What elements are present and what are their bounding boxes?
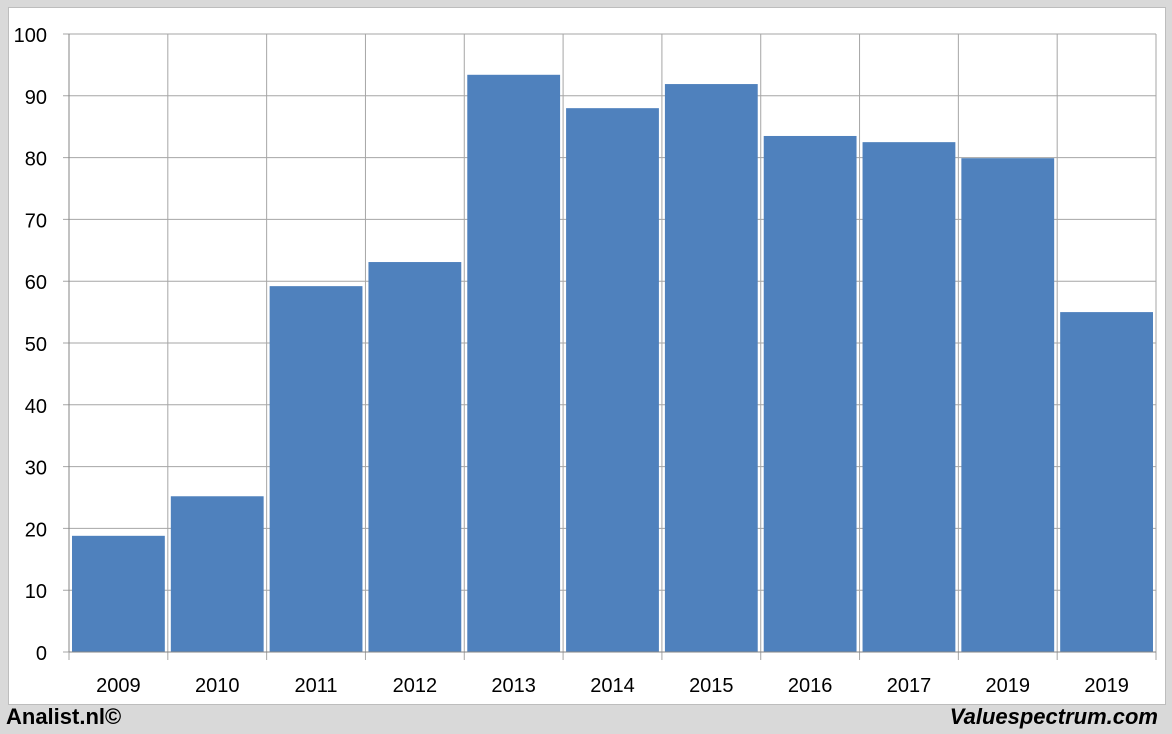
x-tick-label: 2019 — [1084, 675, 1129, 697]
bar-2010 — [170, 496, 264, 652]
x-tick-label: 2014 — [590, 675, 635, 697]
x-tick-label: 2013 — [491, 675, 536, 697]
y-tick-label: 30 — [25, 458, 47, 480]
bar-2016 — [763, 135, 857, 653]
bar-2015 — [664, 84, 758, 653]
analist-credit: Analist.nl© — [6, 704, 122, 729]
x-tick-label: 2019 — [986, 675, 1031, 697]
y-tick-label: 0 — [36, 643, 47, 665]
y-tick-label: 80 — [25, 149, 47, 171]
y-tick-label: 10 — [25, 581, 47, 603]
bar-2011 — [269, 286, 363, 652]
x-tick-label: 2011 — [295, 675, 338, 697]
bar-2014 — [566, 108, 659, 652]
x-tick-label: 2016 — [788, 675, 833, 697]
bar-2017 — [862, 142, 956, 652]
bar-2013 — [467, 74, 561, 652]
x-tick-label: 2009 — [96, 675, 141, 697]
bar-2019 — [961, 158, 1055, 652]
x-tick-label: 2012 — [393, 675, 438, 697]
y-tick-label: 40 — [25, 396, 47, 418]
x-tick-label: 2015 — [689, 675, 734, 697]
x-tick-label: 2010 — [195, 675, 240, 697]
bar-2019 — [1060, 312, 1153, 652]
y-tick-label: 90 — [25, 87, 47, 109]
bar-2009 — [72, 535, 165, 652]
x-tick-label: 2017 — [887, 675, 932, 697]
valuespectrum-credit: Valuespectrum.com — [949, 704, 1158, 729]
y-tick-label: 20 — [25, 519, 47, 541]
y-tick-label: 60 — [25, 272, 47, 294]
y-tick-label: 50 — [25, 334, 47, 356]
y-tick-label: 70 — [25, 210, 47, 232]
y-tick-label: 100 — [14, 25, 47, 47]
bar-2012 — [368, 262, 462, 652]
